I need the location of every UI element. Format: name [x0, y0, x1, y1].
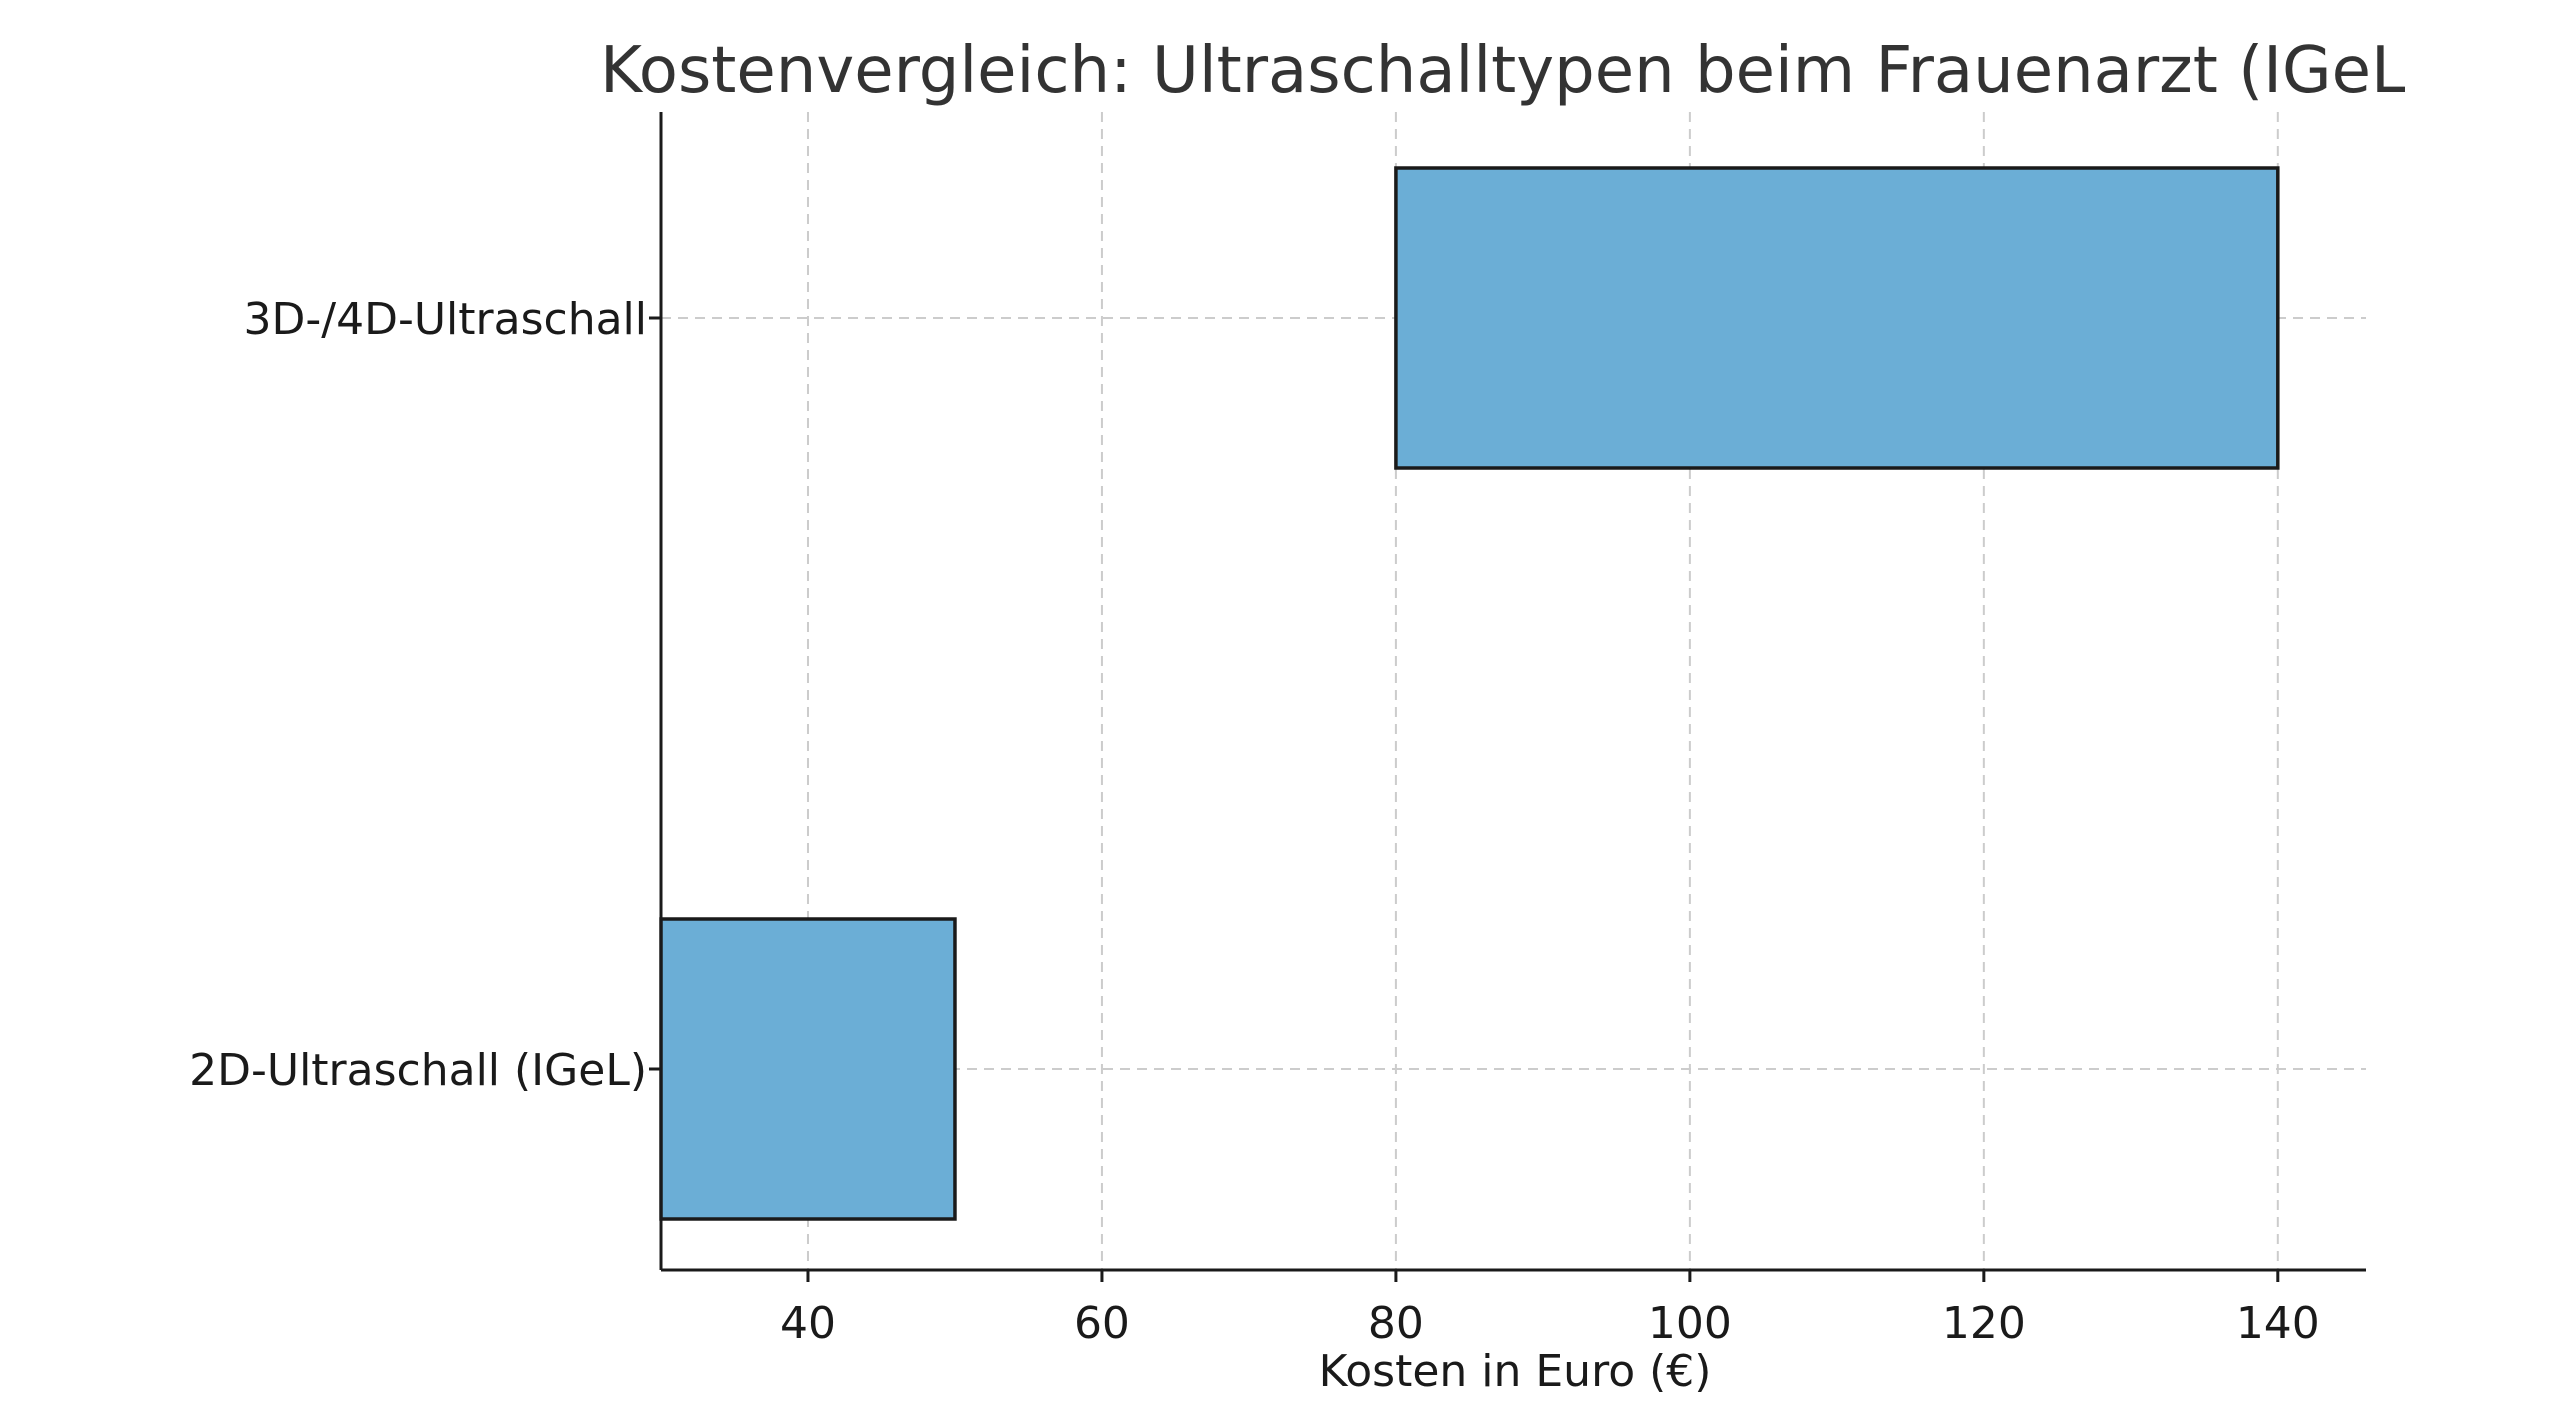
x-tick-label-120: 120: [1942, 1298, 2026, 1349]
axes: [659, 112, 2366, 1272]
ticks: 40 60 80 100 120 140: [649, 316, 2320, 1349]
x-tick-label-80: 80: [1368, 1298, 1424, 1349]
x-tick-label-60: 60: [1074, 1298, 1130, 1349]
chart-title: Kostenvergleich: Ultraschalltypen beim F…: [600, 34, 2432, 108]
category-label-1: 3D-/4D-Ultraschall: [244, 294, 647, 345]
category-labels: 2D-Ultraschall (IGeL) 3D-/4D-Ultraschall: [189, 294, 647, 1096]
bar-1: [1394, 166, 2280, 470]
x-tick-label-40: 40: [780, 1298, 836, 1349]
x-axis-label: Kosten in Euro (€): [1319, 1346, 1712, 1397]
x-tick-label-140: 140: [2236, 1298, 2320, 1349]
bar-0: [659, 917, 957, 1221]
bars: [659, 166, 2280, 1221]
x-tick-label-100: 100: [1648, 1298, 1732, 1349]
category-label-0: 2D-Ultraschall (IGeL): [189, 1045, 647, 1096]
